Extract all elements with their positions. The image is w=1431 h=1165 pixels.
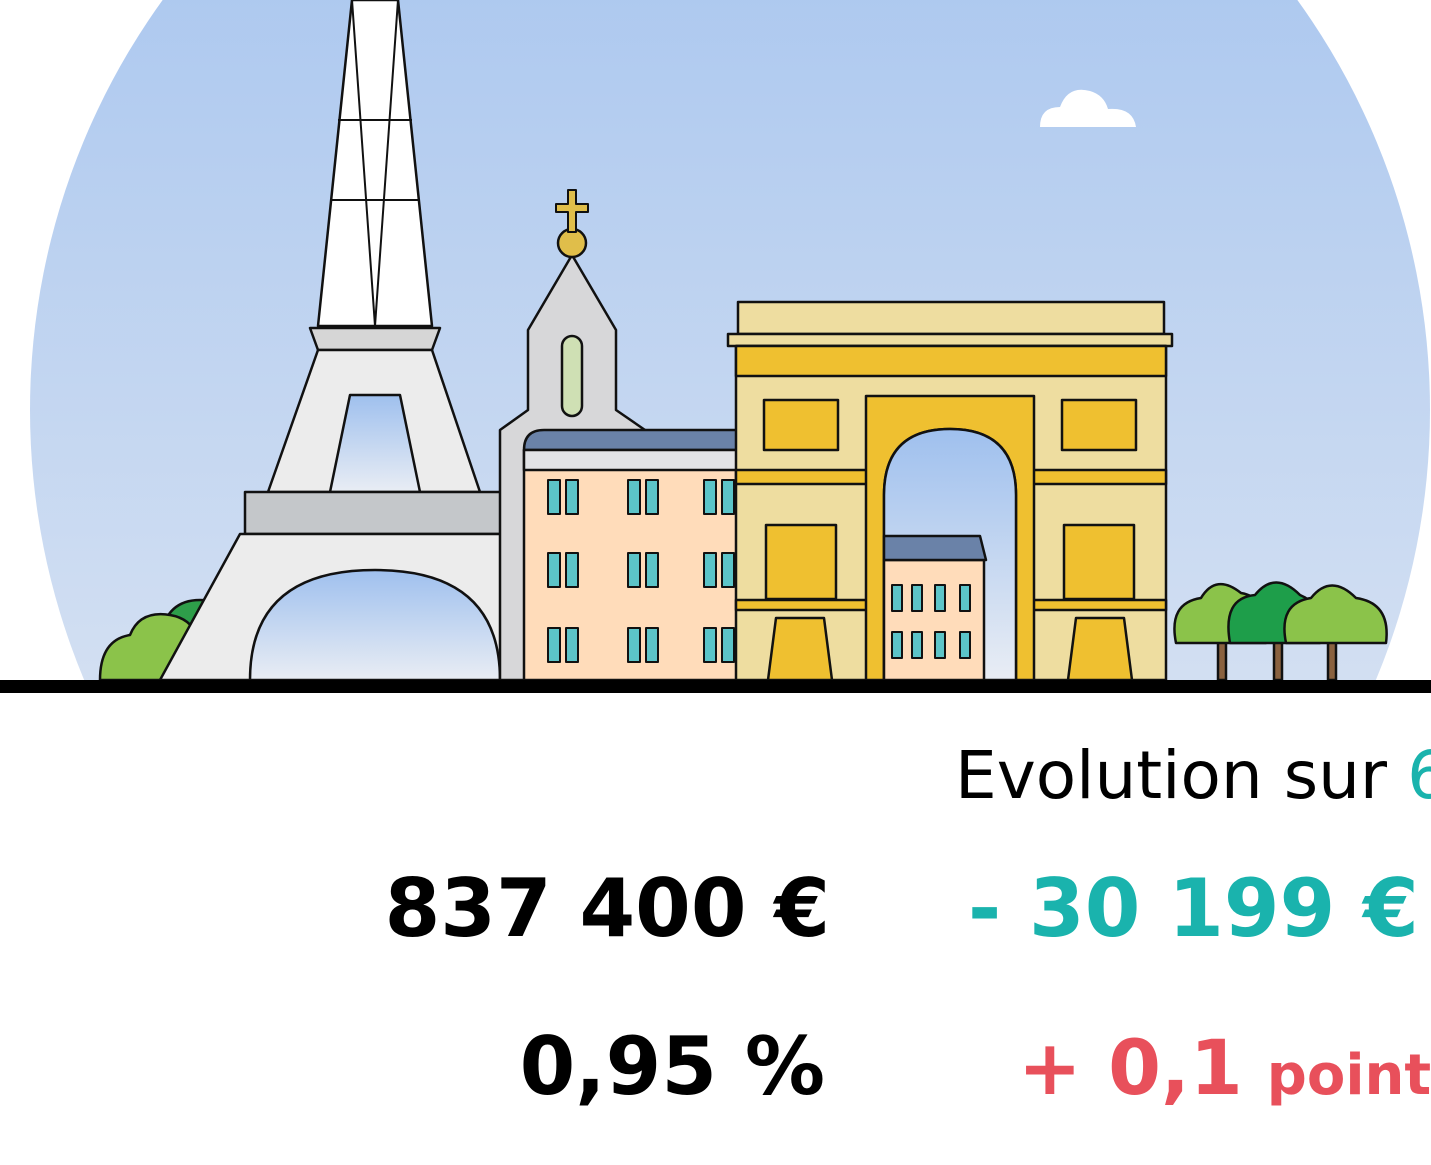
trees [1173,581,1388,682]
building [522,428,746,682]
stat-value: 0,95 % [520,1020,825,1113]
cloud [1040,89,1136,127]
change-number: + 0,1 [1018,1023,1243,1112]
eiffel-tower [158,0,592,682]
ground-line [0,680,1431,693]
heading-text: Evolution sur [955,737,1388,814]
stat-change: - 30 199 € [968,862,1419,955]
stat-change: + 0,1 point [1018,1023,1431,1112]
heading: Evolution sur 6 [955,737,1431,814]
stat-value: 837 400 € [385,862,830,955]
illustration [30,0,1430,684]
arc-de-triomphe [726,300,1174,682]
change-unit: point [1267,1043,1431,1108]
heading-highlight: 6 [1407,737,1431,814]
